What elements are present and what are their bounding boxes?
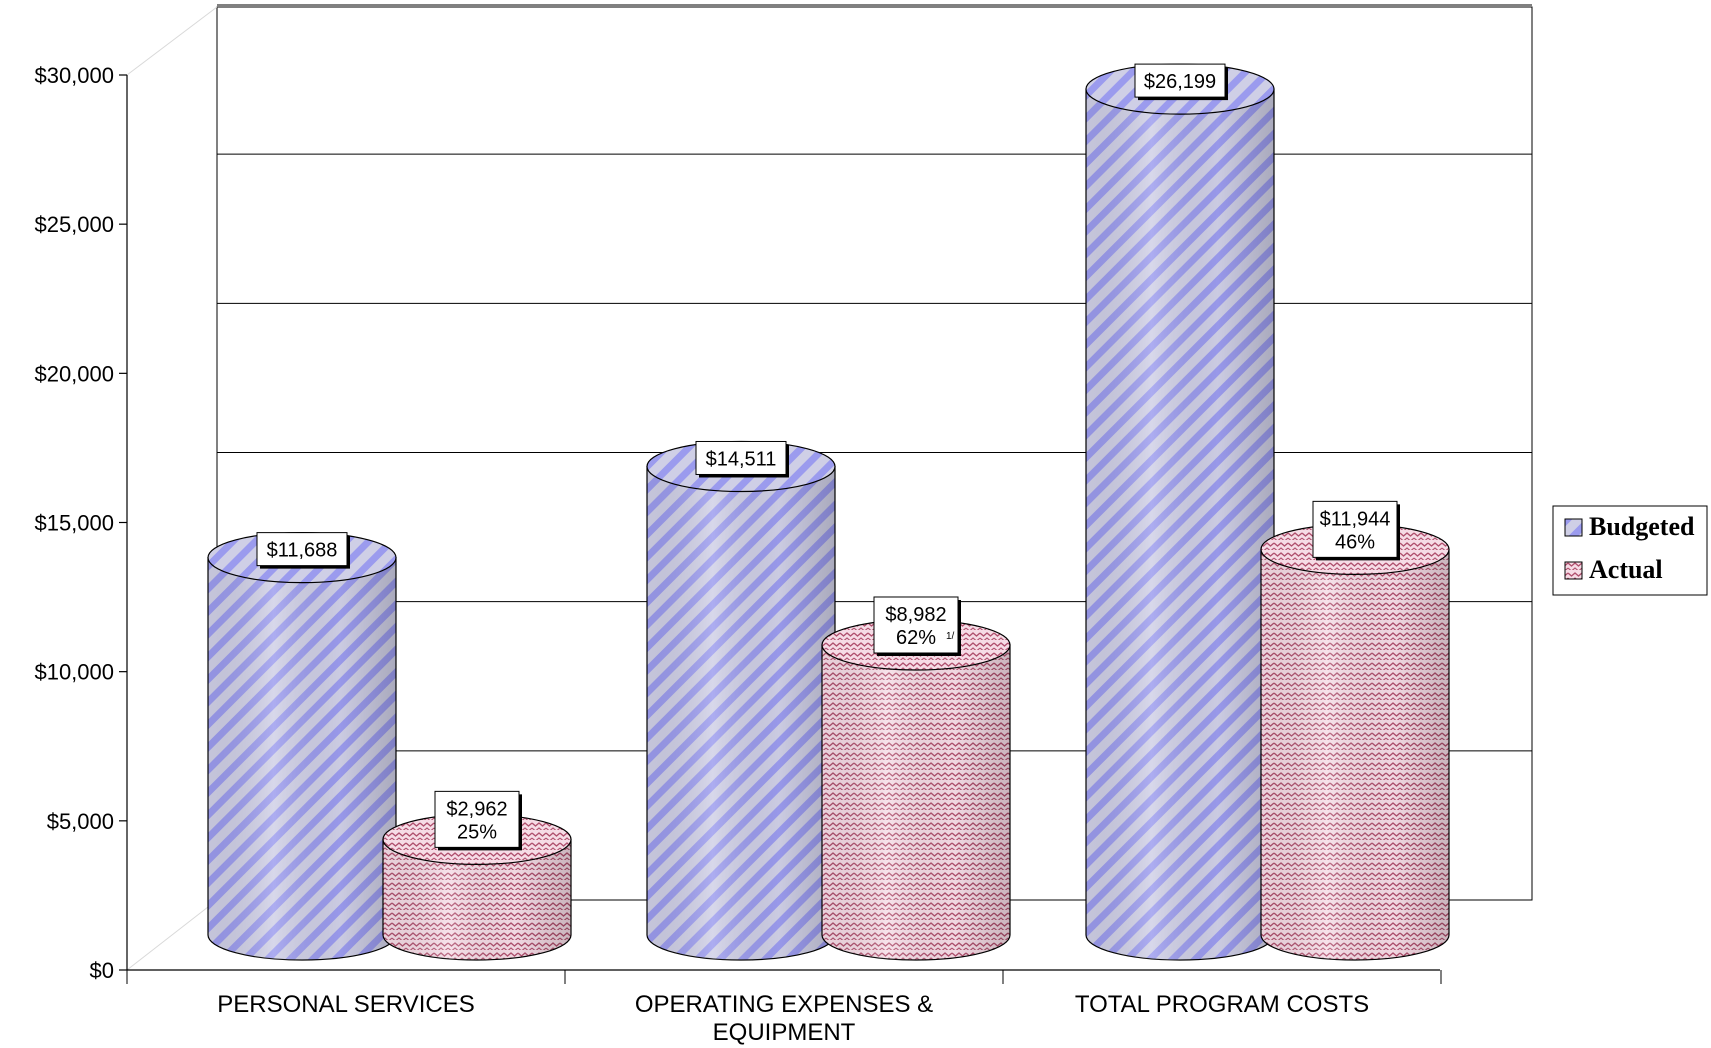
legend: Budgeted Actual: [1552, 505, 1708, 596]
y-tick-label-1: $5,000: [47, 809, 114, 834]
data-label-text-1: 46%: [1335, 531, 1375, 553]
bar-budgeted-1: [646, 440, 836, 961]
x-category-label-1-0: OPERATING EXPENSES &: [635, 991, 933, 1018]
data-label-box: [434, 790, 520, 848]
data-label-text-1: 62%: [896, 627, 936, 649]
legend-label-1: Actual: [1589, 555, 1663, 584]
data-label-budgeted-1: $14,511: [695, 440, 789, 478]
x-axis: PERSONAL SERVICES OPERATING EXPENSES &EQU…: [126, 969, 1442, 1046]
data-label-box: [873, 596, 959, 654]
bar-budgeted-0: [207, 532, 397, 961]
y-tick-label-5: $25,000: [34, 212, 114, 237]
data-label-box: [695, 440, 787, 475]
legend-swatch-0: [1564, 518, 1583, 537]
data-label-text-0: $11,688: [267, 540, 338, 562]
bars: [207, 63, 1450, 961]
data-label-text-0: $14,511: [706, 448, 777, 470]
y-tick-label-6: $30,000: [34, 63, 114, 88]
data-label-box: [256, 532, 348, 567]
y-tick-label-0: $0: [90, 958, 114, 983]
data-label-budgeted-2: $26,199: [1134, 63, 1228, 101]
data-label-text-0: $2,962: [446, 798, 507, 820]
legend-label-0: Budgeted: [1589, 512, 1695, 541]
data-label-box: [1312, 500, 1398, 558]
x-category-label-2-0: TOTAL PROGRAM COSTS: [1075, 991, 1369, 1018]
y-tick-label-2: $10,000: [34, 660, 114, 685]
x-category-label-1-1: EQUIPMENT: [713, 1019, 856, 1046]
data-label-text-0: $11,944: [1320, 508, 1391, 530]
y-tick-label-3: $15,000: [34, 511, 114, 536]
bar-budgeted-2: [1085, 63, 1275, 961]
bar-actual-2: [1260, 523, 1450, 961]
data-label-box: [1134, 63, 1226, 98]
bar-actual-1: [821, 619, 1011, 961]
data-label-text-0: $26,199: [1144, 71, 1216, 93]
data-label-text-0: $8,982: [885, 604, 946, 626]
bar-shading: [208, 557, 396, 960]
bar-shading: [647, 466, 835, 960]
y-axis: $0 $5,000 $10,000 $15,000 $20,000 $25,000 $30,…: [34, 63, 128, 983]
gridlines: [217, 4, 1532, 752]
floor-edge: [126, 899, 218, 971]
bar-shading: [822, 644, 1010, 960]
data-label-budgeted-0: $11,688: [256, 532, 350, 569]
data-label-text-1: 25%: [457, 821, 497, 843]
bar-shading: [1261, 549, 1449, 960]
bar-shading: [383, 839, 571, 960]
legend-swatch-1: [1564, 561, 1583, 580]
footnote-marker: 1/: [946, 631, 955, 642]
y-tick-label-4: $20,000: [34, 361, 114, 386]
bar-shading: [1086, 89, 1274, 961]
x-category-label-0-0: PERSONAL SERVICES: [217, 991, 474, 1018]
wall-edge: [126, 6, 218, 76]
